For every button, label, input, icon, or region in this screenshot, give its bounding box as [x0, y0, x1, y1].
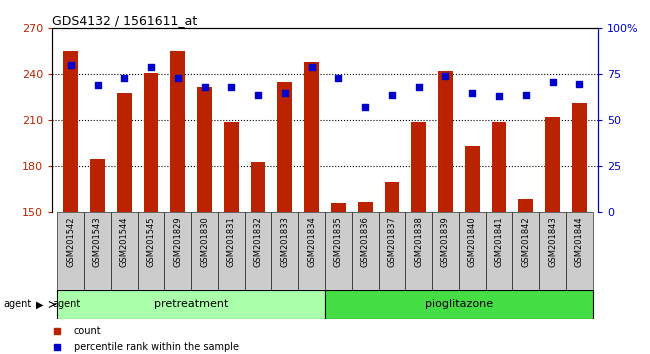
- Text: GSM201835: GSM201835: [334, 216, 343, 267]
- Text: GSM201841: GSM201841: [495, 216, 504, 267]
- Text: GSM201542: GSM201542: [66, 216, 75, 267]
- Text: GSM201545: GSM201545: [146, 216, 155, 267]
- Point: [574, 81, 584, 86]
- Bar: [325, 290, 593, 319]
- Bar: [90, 159, 105, 212]
- Text: GSM201837: GSM201837: [387, 216, 396, 267]
- Bar: [278, 82, 292, 212]
- Bar: [539, 212, 566, 290]
- Text: pretreatment: pretreatment: [154, 299, 228, 309]
- Bar: [84, 212, 111, 290]
- Point: [333, 75, 344, 81]
- Bar: [57, 290, 325, 319]
- Point: [494, 93, 504, 99]
- Point: [92, 82, 103, 88]
- Bar: [272, 212, 298, 290]
- Point: [173, 75, 183, 81]
- Bar: [64, 51, 78, 212]
- Point: [306, 64, 317, 70]
- Text: agent: agent: [53, 299, 81, 309]
- Text: ▶: ▶: [36, 299, 44, 309]
- Text: GSM201842: GSM201842: [521, 216, 530, 267]
- Text: GSM201844: GSM201844: [575, 216, 584, 267]
- Text: GSM201836: GSM201836: [361, 216, 370, 267]
- Text: GSM201834: GSM201834: [307, 216, 316, 267]
- Point: [413, 84, 424, 90]
- Bar: [224, 122, 239, 212]
- Bar: [545, 117, 560, 212]
- Bar: [519, 199, 533, 212]
- Bar: [117, 93, 131, 212]
- Text: GSM201832: GSM201832: [254, 216, 263, 267]
- Text: pioglitazone: pioglitazone: [424, 299, 493, 309]
- Point: [360, 105, 370, 110]
- Bar: [170, 51, 185, 212]
- Bar: [491, 122, 506, 212]
- Bar: [251, 162, 265, 212]
- Bar: [218, 212, 244, 290]
- Bar: [57, 212, 84, 290]
- Point: [226, 84, 237, 90]
- Point: [521, 92, 531, 97]
- Point: [66, 62, 76, 68]
- Text: GSM201544: GSM201544: [120, 216, 129, 267]
- Text: GSM201840: GSM201840: [468, 216, 476, 267]
- Bar: [352, 212, 378, 290]
- Text: GSM201838: GSM201838: [414, 216, 423, 267]
- Bar: [244, 212, 272, 290]
- Text: agent: agent: [3, 299, 31, 309]
- Bar: [432, 212, 459, 290]
- Point: [387, 92, 397, 97]
- Bar: [197, 87, 212, 212]
- Point: [280, 90, 290, 96]
- Text: GSM201830: GSM201830: [200, 216, 209, 267]
- Bar: [111, 212, 138, 290]
- Text: count: count: [74, 326, 101, 336]
- Bar: [406, 212, 432, 290]
- Point: [200, 84, 210, 90]
- Bar: [572, 103, 587, 212]
- Text: GSM201543: GSM201543: [93, 216, 102, 267]
- Bar: [459, 212, 486, 290]
- Point: [146, 64, 156, 70]
- Point: [119, 75, 129, 81]
- Text: GSM201843: GSM201843: [548, 216, 557, 267]
- Bar: [465, 147, 480, 212]
- Text: GDS4132 / 1561611_at: GDS4132 / 1561611_at: [52, 14, 197, 27]
- Text: percentile rank within the sample: percentile rank within the sample: [74, 342, 239, 352]
- Point: [440, 73, 450, 79]
- Bar: [512, 212, 539, 290]
- Bar: [358, 202, 372, 212]
- Text: GSM201831: GSM201831: [227, 216, 236, 267]
- Point: [253, 92, 263, 97]
- Bar: [331, 203, 346, 212]
- Bar: [298, 212, 325, 290]
- Bar: [438, 71, 453, 212]
- Text: GSM201833: GSM201833: [280, 216, 289, 267]
- Bar: [304, 62, 319, 212]
- Bar: [325, 212, 352, 290]
- Bar: [385, 182, 399, 212]
- Bar: [191, 212, 218, 290]
- Text: GSM201829: GSM201829: [174, 216, 182, 267]
- Point: [547, 79, 558, 85]
- Bar: [144, 73, 159, 212]
- Bar: [566, 212, 593, 290]
- Bar: [138, 212, 164, 290]
- Bar: [164, 212, 191, 290]
- Bar: [378, 212, 406, 290]
- Bar: [486, 212, 512, 290]
- Text: GSM201839: GSM201839: [441, 216, 450, 267]
- Point: [467, 90, 477, 96]
- Bar: [411, 122, 426, 212]
